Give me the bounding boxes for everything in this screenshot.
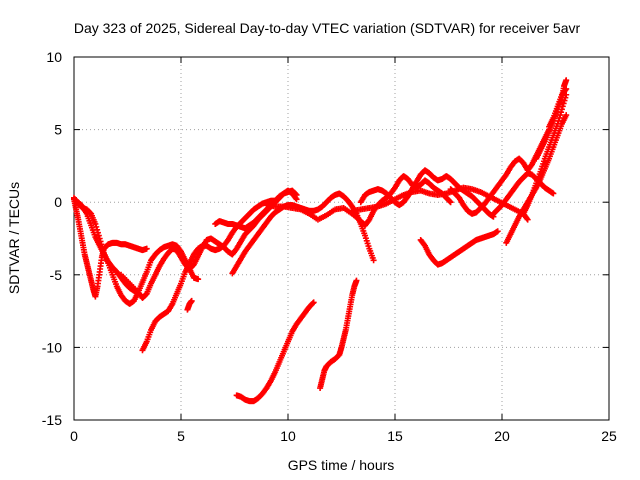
data-point [557,112,564,119]
data-point [143,245,150,252]
x-tick-label: 10 [280,428,296,444]
data-point [310,299,317,306]
grid-lines [74,57,609,420]
plot-frame [73,56,610,421]
data-point [92,220,99,227]
x-tick-label: 5 [177,428,185,444]
data-points [71,77,570,405]
y-tick-label: 10 [46,49,62,65]
series-arc-18 [520,91,570,217]
x-tick-label: 20 [494,428,510,444]
x-axis-label: GPS time / hours [288,457,395,473]
series-arc-2 [71,196,150,300]
series-arc-5 [139,197,279,354]
series-arc-10 [317,277,360,392]
data-point [446,198,453,205]
data-point [293,191,300,198]
x-tick-label: 25 [601,428,617,444]
data-point [554,120,561,127]
data-point [353,277,360,284]
data-point [447,199,454,206]
data-point [556,114,563,121]
y-tick-label: 5 [54,122,62,138]
data-point [309,300,316,307]
axis-ticks: 0 5 10 15 20 25 -15 -10 -5 0 5 10 [42,49,617,444]
data-point [95,232,102,239]
series-arc-14 [417,228,501,268]
data-point [195,276,202,283]
data-point [188,297,195,304]
data-point [524,216,531,223]
series-arc-6 [184,297,195,313]
data-point [494,228,501,235]
data-point [370,257,377,264]
series-arc-13 [349,184,531,223]
data-point [550,190,557,197]
x-tick-label: 0 [70,428,78,444]
y-axis-label: SDTVAR / TECUs [6,182,22,294]
y-tick-label: -15 [42,412,62,428]
data-point [93,223,100,230]
data-point [555,117,562,124]
series-arc-7 [212,187,300,232]
x-tick-label: 15 [387,428,403,444]
series-arc-11 [263,173,454,229]
data-point [563,112,570,119]
data-point [523,215,530,222]
chart-title: Day 323 of 2025, Sidereal Day-to-day VTE… [74,20,581,36]
data-point [563,85,570,92]
data-point [563,77,570,84]
data-point [292,191,299,198]
y-tick-label: -10 [42,339,62,355]
data-point [562,87,569,94]
series-arc-8 [229,190,377,277]
series-arc-20 [546,85,570,130]
series-arc-16 [490,170,557,217]
y-tick-label: 0 [54,194,62,210]
series-arc-9 [233,299,317,405]
data-point [560,100,567,107]
y-tick-label: -5 [50,267,63,283]
